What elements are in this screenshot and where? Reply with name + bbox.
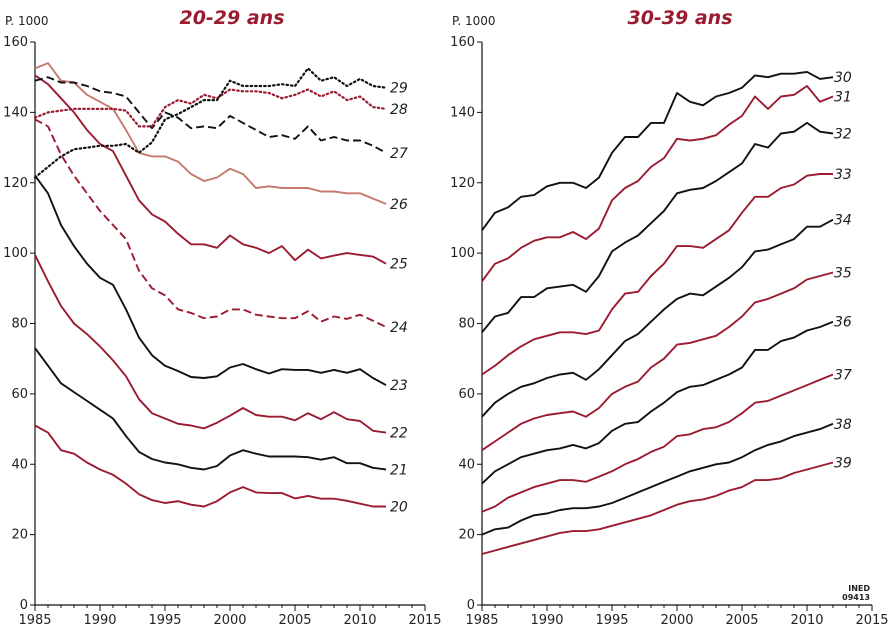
- x-tick-label: 2000: [213, 613, 246, 628]
- series-label-37: 37: [834, 368, 852, 384]
- series-label-24: 24: [390, 320, 408, 336]
- series-label-33: 33: [834, 167, 852, 183]
- y-tick-label: 40: [458, 457, 475, 472]
- series-line-35: [481, 271, 834, 451]
- series-line-28: [33, 88, 388, 128]
- series-line-20: [34, 424, 386, 508]
- series-line-33: [481, 173, 833, 376]
- series-label-28: 28: [390, 102, 408, 118]
- series-label-35: 35: [834, 265, 852, 281]
- credit-line-1: INED: [848, 584, 870, 593]
- credit-line-2: 09413: [842, 593, 870, 602]
- series-label-30: 30: [834, 70, 852, 86]
- y-tick-label: 100: [3, 246, 28, 261]
- series-line-32: [481, 121, 834, 333]
- y-tick-label: 100: [450, 246, 475, 261]
- y-tick-label: 80: [11, 317, 28, 332]
- series-line-22: [34, 254, 387, 434]
- y-tick-label: 20: [458, 528, 475, 543]
- series-label-31: 31: [834, 90, 852, 106]
- panel-title-2: 30-39 ans: [627, 7, 732, 29]
- x-tick-label: 2005: [725, 613, 758, 628]
- series-label-38: 38: [834, 417, 852, 433]
- y-tick-label: 140: [450, 105, 475, 120]
- x-tick-label: 1985: [465, 613, 498, 628]
- y-tick-label: 160: [3, 35, 28, 50]
- y-tick-label: 140: [3, 105, 28, 120]
- series-line-21: [34, 347, 387, 471]
- series-line-25: [34, 74, 387, 265]
- series-line-26: [34, 62, 387, 205]
- series-label-36: 36: [834, 315, 852, 331]
- chart-panel-1: 20-29 ans P. 1000 0 20 40 60 80 100 120 140 160 198…: [3, 7, 441, 628]
- series-label-39: 39: [834, 455, 852, 471]
- series-label-27: 27: [390, 146, 408, 162]
- x-tick-label: 2005: [278, 613, 311, 628]
- series-line-38: [481, 422, 834, 536]
- series-line-36: [481, 320, 834, 485]
- x-tick-label: 2010: [790, 613, 823, 628]
- series-line-23: [34, 175, 387, 386]
- y-tick-label: 60: [11, 387, 28, 402]
- series-label-29: 29: [390, 81, 408, 97]
- y-tick-label: 40: [11, 457, 28, 472]
- y-tick-label: 120: [450, 176, 475, 191]
- y-axis-unit-2: P. 1000: [452, 14, 496, 28]
- series-line-24: [34, 118, 387, 328]
- y-tick-label: 120: [3, 176, 28, 191]
- panel-title-1: 20-29 ans: [179, 7, 284, 29]
- series-line-27: [34, 76, 387, 154]
- series-label-20: 20: [390, 499, 408, 515]
- series-label-34: 34: [834, 213, 852, 229]
- x-tick-label: 2015: [408, 613, 441, 628]
- series-label-21: 21: [390, 463, 408, 479]
- series-label-26: 26: [390, 197, 408, 213]
- x-tick-label: 2015: [855, 613, 888, 628]
- series-line-37: [481, 373, 834, 513]
- series-line-34: [481, 218, 834, 418]
- y-tick-label: 80: [458, 317, 475, 332]
- series-label-23: 23: [390, 378, 408, 394]
- y-tick-label: 0: [467, 598, 475, 613]
- x-tick-label: 1990: [530, 613, 563, 628]
- series-line-29: [33, 67, 388, 179]
- x-tick-label: 2000: [660, 613, 693, 628]
- series-line-31: [481, 85, 834, 282]
- x-tick-label: 1995: [595, 613, 628, 628]
- series-label-32: 32: [834, 126, 852, 142]
- y-axis-unit-1: P. 1000: [5, 14, 49, 28]
- series-label-25: 25: [390, 257, 408, 273]
- x-tick-label: 1990: [83, 613, 116, 628]
- x-tick-label: 2010: [343, 613, 376, 628]
- y-tick-label: 0: [20, 598, 28, 613]
- x-tick-label: 1995: [148, 613, 181, 628]
- series-label-22: 22: [390, 426, 408, 442]
- y-tick-label: 20: [11, 528, 28, 543]
- y-tick-label: 60: [458, 387, 475, 402]
- series-line-30: [481, 70, 834, 231]
- chart-panel-2: 30-39 ans P. 1000 0 20 40 60 80 100 120 140 160 198…: [450, 7, 888, 628]
- series-line-39: [481, 461, 834, 555]
- x-tick-label: 1985: [18, 613, 51, 628]
- y-tick-label: 160: [450, 35, 475, 50]
